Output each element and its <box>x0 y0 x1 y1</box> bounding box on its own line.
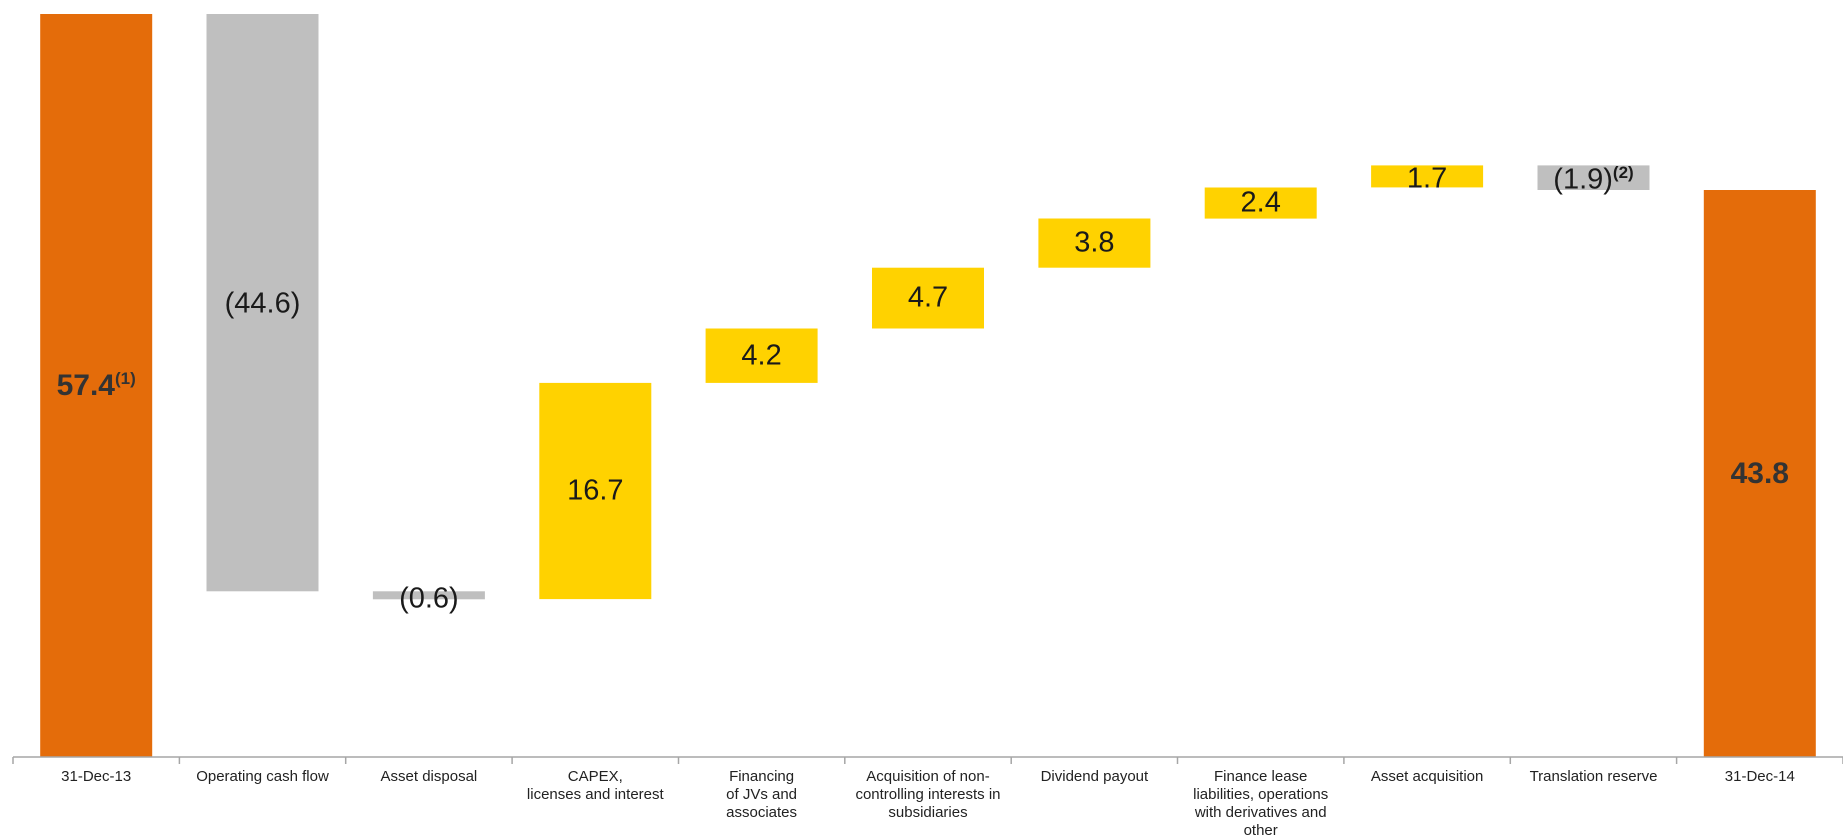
bar-8 <box>1371 165 1484 188</box>
value-label-2: (0.6) <box>399 582 459 615</box>
bar-0 <box>40 14 153 757</box>
bar-6 <box>1038 218 1151 268</box>
category-label-5: Acquisition of non- controlling interest… <box>855 768 1001 821</box>
bar-3 <box>539 382 652 600</box>
value-text-10: 43.8 <box>1730 456 1789 490</box>
category-label-6: Dividend payout <box>1040 768 1149 785</box>
bar-1 <box>206 14 319 592</box>
value-text-6: 3.8 <box>1074 226 1115 259</box>
value-text-9: (1.9) <box>1553 163 1613 196</box>
value-label-6: 3.8 <box>1074 226 1115 259</box>
value-text-3: 16.7 <box>567 474 624 507</box>
x-axis-ticks <box>12 757 1843 764</box>
category-label-8: Asset acquisition <box>1370 768 1484 785</box>
bars-group <box>40 14 1816 757</box>
value-label-0: 57.4(1) <box>56 368 136 402</box>
bar-10 <box>1703 190 1816 757</box>
category-label-0: 31-Dec-13 <box>61 768 132 785</box>
value-label-7: 2.4 <box>1240 186 1281 219</box>
value-text-4: 4.2 <box>741 339 782 372</box>
value-label-1: (44.6) <box>224 287 301 320</box>
category-label-9: Translation reserve <box>1529 768 1658 785</box>
value-label-9: (1.9)(2) <box>1553 162 1634 196</box>
value-text-5: 4.7 <box>907 281 949 314</box>
footnote-marker-9: (2) <box>1612 162 1634 182</box>
category-label-7: Finance lease liabilities, operations wi… <box>1193 768 1329 839</box>
category-label-1: Operating cash flow <box>196 768 329 785</box>
category-label-4: Financing of JVs and associates <box>726 768 798 821</box>
value-label-10: 43.8 <box>1730 456 1789 490</box>
footnote-marker-0: (1) <box>114 368 136 388</box>
value-text-2: (0.6) <box>399 582 459 615</box>
category-label-2: Asset disposal <box>380 768 478 785</box>
bar-7 <box>1204 187 1317 219</box>
value-text-7: 2.4 <box>1240 186 1281 219</box>
value-label-3: 16.7 <box>567 474 624 507</box>
value-label-4: 4.2 <box>741 341 781 370</box>
value-text-8: 1.7 <box>1406 162 1448 194</box>
bar-2 <box>372 591 485 600</box>
value-label-8: 1.7 <box>1407 164 1447 193</box>
bar-9 <box>1537 165 1650 190</box>
value-text-1: (44.6) <box>224 287 301 320</box>
bar-5 <box>872 267 984 329</box>
category-label-10: 31-Dec-14 <box>1724 768 1795 785</box>
bar-4 <box>705 328 818 383</box>
value-label-5: 4.7 <box>907 281 949 314</box>
category-label-3: CAPEX, licenses and interest <box>526 768 664 803</box>
value-text-0: 57.4 <box>56 368 115 402</box>
